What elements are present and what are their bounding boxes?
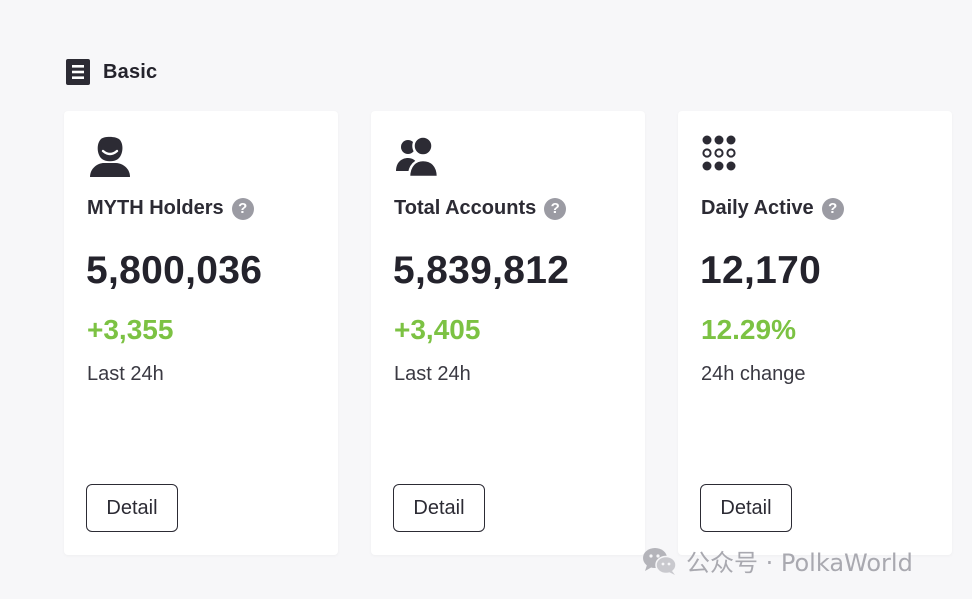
detail-button[interactable]: Detail (86, 484, 178, 532)
card-caption: Last 24h (394, 363, 471, 385)
person-icon (90, 136, 130, 177)
card-caption: Last 24h (87, 363, 164, 385)
help-icon[interactable]: ? (821, 197, 844, 220)
section-header: Basic (66, 59, 157, 85)
dots-grid-icon (702, 135, 736, 171)
card-label-row: Daily Active ? (701, 197, 844, 220)
wechat-icon (643, 547, 677, 575)
card-label: MYTH Holders (87, 197, 224, 219)
watermark-text: 公众号 · PolkaWorld (686, 549, 913, 577)
card-change: 12.29% (701, 314, 796, 345)
card-label: Daily Active (701, 197, 814, 219)
card-change: +3,355 (87, 314, 174, 345)
card-daily-active: Daily Active ? 12,170 12.29% 24h change … (678, 111, 952, 555)
detail-button[interactable]: Detail (393, 484, 485, 532)
card-label: Total Accounts (394, 197, 537, 219)
document-icon (66, 59, 90, 85)
help-icon[interactable]: ? (544, 197, 567, 220)
card-change: +3,405 (394, 314, 481, 345)
card-value: 5,800,036 (86, 249, 263, 292)
card-total-accounts: Total Accounts ? 5,839,812 +3,405 Last 2… (371, 111, 645, 555)
help-icon[interactable]: ? (231, 197, 254, 220)
detail-button[interactable]: Detail (700, 484, 792, 532)
card-caption: 24h change (701, 363, 806, 385)
card-label-row: MYTH Holders ? (87, 197, 254, 220)
card-value: 12,170 (700, 249, 822, 292)
card-label-row: Total Accounts ? (394, 197, 567, 220)
card-value: 5,839,812 (393, 249, 570, 292)
section-title: Basic (103, 60, 158, 83)
watermark: 公众号 · PolkaWorld (642, 543, 913, 578)
card-myth-holders: MYTH Holders ? 5,800,036 +3,355 Last 24h… (64, 111, 338, 555)
users-icon (396, 135, 440, 177)
